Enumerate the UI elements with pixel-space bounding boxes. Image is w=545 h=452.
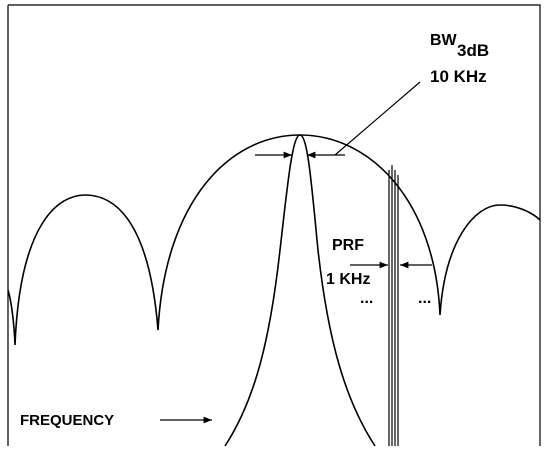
ellipsis-left: ...	[360, 290, 373, 307]
bw-value: 10 KHz	[430, 67, 487, 86]
bw-subscript: 3dB	[457, 41, 489, 60]
spectral-lines	[388, 165, 399, 446]
prf-label: PRF	[332, 237, 364, 254]
bw-leader	[334, 81, 421, 156]
ellipsis-right: ...	[418, 290, 431, 307]
envelope	[7, 134, 541, 346]
main-peak	[224, 134, 376, 447]
prf-value: 1 KHz	[326, 271, 370, 288]
frequency-label: FREQUENCY	[20, 412, 114, 429]
bw-label: BW	[430, 32, 458, 49]
frame	[7, 4, 541, 446]
